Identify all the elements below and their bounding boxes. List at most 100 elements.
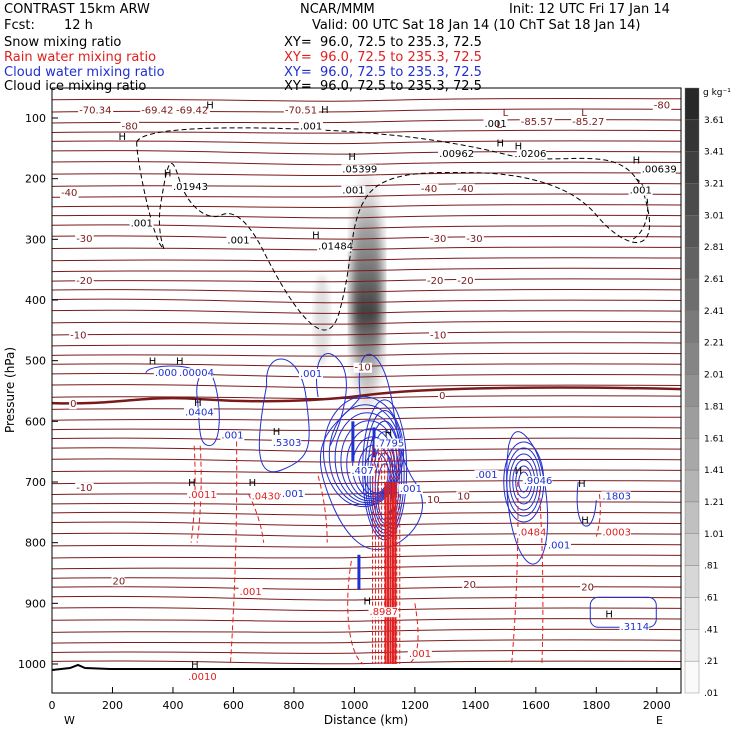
cloud-water-value-label-bg	[522, 476, 553, 487]
ice-value-label-bg	[171, 181, 207, 192]
isotherm-line	[52, 405, 681, 410]
cloud-water-value-label-bg	[178, 368, 214, 379]
field-snow-name: Snow mixing ratio	[4, 35, 122, 50]
high-marker: H	[206, 101, 214, 112]
isotherm-line	[52, 607, 681, 612]
field-cloudice-name: Cloud ice mixing ratio	[4, 79, 147, 94]
field-cloudice-xy: XY= 96.0, 72.5 to 235.3, 72.5	[284, 79, 482, 94]
cloud-water-core	[351, 421, 355, 462]
isotherm-line	[52, 649, 681, 654]
ice-value-label: .00962	[439, 149, 474, 160]
isotherm-line	[52, 224, 681, 230]
isotherm-line	[52, 204, 681, 209]
rain-contour	[511, 481, 519, 665]
cloud-water-contour	[258, 358, 310, 473]
isotherm-line	[52, 416, 681, 421]
x-tick-label: 1800	[582, 699, 610, 712]
colorbar-swatch	[684, 438, 700, 471]
cloud-water-value-label-bg	[619, 621, 650, 632]
rain-core	[391, 482, 394, 664]
isotherm-label-bg	[429, 330, 448, 341]
x-tick-label: 1000	[340, 699, 368, 712]
isotherm-label: -30	[76, 234, 92, 245]
isotherm-line	[52, 257, 681, 262]
isotherm-label: 20	[463, 580, 476, 591]
ice-value-label: .0206	[518, 149, 547, 160]
colorbar-label: .61	[704, 593, 718, 603]
y-tick-label: 900	[25, 597, 46, 610]
high-marker: H	[249, 478, 257, 489]
field-cloudwater-name: Cloud water mixing ratio	[4, 65, 165, 80]
x-tick-label: 0	[49, 699, 56, 712]
cloud-water-value-label-bg	[474, 470, 499, 481]
isotherm-label: 0	[70, 399, 76, 410]
ice-value-label: .00639	[642, 164, 677, 175]
cloud-water-value-label: .1803	[602, 491, 631, 502]
isotherm-label-bg	[353, 362, 372, 373]
cloud-water-value-label: .0404	[185, 408, 214, 419]
cloud-water-value-label-bg	[153, 368, 184, 379]
ice-value-label-bg	[129, 218, 154, 229]
isotherm-label-bg	[111, 576, 125, 587]
high-marker: H	[581, 516, 589, 527]
cloud-water-core	[357, 554, 361, 590]
rain-core	[384, 482, 387, 664]
x-tick-label: 1200	[401, 699, 429, 712]
isotherm-line	[52, 309, 681, 315]
high-marker: H	[321, 105, 329, 116]
low-marker: L	[503, 108, 509, 119]
isotherm-label: -40	[421, 184, 437, 195]
colorbar-swatch	[684, 501, 700, 534]
ice-value-label: .01484	[318, 241, 353, 252]
cloud-water-value-label-bg	[184, 407, 214, 418]
isotherm-label-bg	[652, 100, 672, 111]
isotherm-label-bg	[462, 579, 476, 590]
cloud-water-value-label: .9046	[524, 476, 553, 487]
x-right-end-label: E	[656, 714, 663, 727]
field-cloudwater-xy: XY= 96.0, 72.5 to 235.3, 72.5	[284, 65, 482, 80]
colorbar-label: .41	[704, 625, 718, 635]
isotherm-line	[52, 565, 681, 570]
isotherm-line	[52, 214, 681, 219]
isotherm-label-bg	[69, 330, 88, 341]
high-marker: H	[191, 660, 199, 671]
cloud-water-value-label: .7795	[376, 439, 405, 450]
ice-value-label: .001	[227, 235, 249, 246]
colorbar-swatch	[684, 597, 700, 630]
rain-value-label-bg	[407, 649, 432, 660]
y-tick-label: 200	[25, 173, 46, 186]
y-tick-label: 1000	[18, 658, 46, 671]
isotherm-line	[52, 320, 681, 325]
high-marker: H	[363, 596, 371, 607]
isotherm-line	[52, 618, 681, 623]
isotherm-line	[52, 575, 681, 580]
isotherm-label-bg	[465, 234, 484, 245]
x-tick-label: 200	[102, 699, 123, 712]
isotherm-line	[52, 342, 681, 347]
y-tick-label: 500	[25, 355, 46, 368]
isotherm-line	[52, 384, 681, 389]
isotherm-line	[52, 395, 681, 400]
x-axis-title: Distance (km)	[324, 713, 408, 727]
cloud-water-value-label-bg	[350, 465, 375, 476]
colorbar-swatch	[684, 215, 700, 248]
ice-value-label-bg	[341, 164, 377, 175]
colorbar-label: 2.41	[704, 307, 724, 317]
isotherm-label: -80	[122, 121, 138, 132]
colorbar-label: 3.61	[704, 116, 724, 126]
rain-contour	[595, 494, 601, 537]
cloud-water-value-label: .00004	[179, 368, 214, 379]
isotherm-min-label: -85.27	[572, 117, 604, 128]
isotherm-label: -30	[430, 234, 446, 245]
x-tick-label: 1600	[522, 699, 550, 712]
colorbar-swatch	[684, 469, 700, 503]
cloud-water-value-label: .001	[300, 369, 322, 380]
rain-value-label: .0011	[188, 490, 217, 501]
cloud-water-value-label-bg	[374, 438, 405, 449]
isotherm-min-label: -70.51	[285, 106, 317, 117]
cloud-water-value-label-bg	[220, 430, 245, 441]
high-marker: H	[149, 357, 157, 368]
x-tick-label: 800	[283, 699, 304, 712]
org-title: NCAR/MMM	[300, 2, 375, 17]
